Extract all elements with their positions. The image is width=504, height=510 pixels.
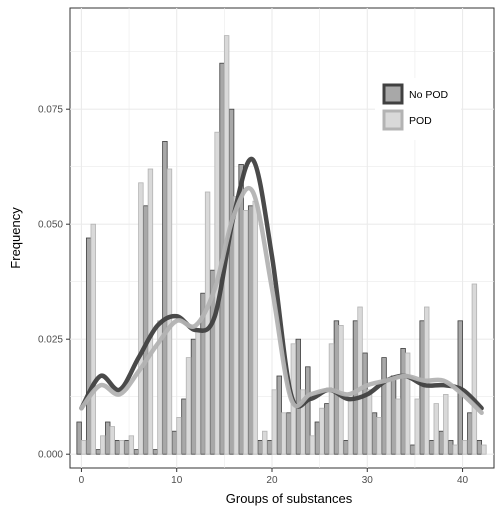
bar-no-pod (124, 439, 130, 455)
y-tick-label: 0.000 (38, 450, 63, 461)
bar-pod (90, 223, 96, 455)
bar-pod (100, 435, 106, 455)
bar-no-pod (295, 338, 301, 455)
bar-pod (262, 430, 268, 455)
bar-pod (176, 416, 182, 455)
bar-pod (404, 352, 411, 455)
y-tick-label: 0.050 (38, 220, 63, 231)
x-tick-label: 0 (79, 475, 85, 486)
bar-pod (281, 412, 287, 455)
histogram-bars (76, 35, 487, 455)
bar-no-pod (286, 412, 292, 455)
density-curve-pod (79, 185, 484, 416)
bar-pod (357, 306, 363, 455)
bar-pod (471, 283, 478, 455)
bar-no-pod (276, 375, 282, 455)
bar-no-pod (238, 163, 244, 455)
bar-pod (147, 168, 154, 455)
bar-no-pod (362, 352, 368, 455)
bar-pod (128, 435, 135, 455)
bar-no-pod (247, 205, 254, 455)
bar-no-pod (162, 140, 168, 455)
y-axis-title: Frequency (8, 207, 23, 269)
bar-pod (328, 343, 335, 455)
legend-key-no-pod (382, 83, 404, 105)
bar-no-pod (143, 205, 149, 455)
bar-pod (433, 403, 439, 455)
x-tick-label: 40 (457, 475, 469, 486)
bar-no-pod (428, 439, 435, 455)
bar-no-pod (400, 347, 406, 455)
bar-no-pod (267, 439, 273, 455)
legend: No POD POD (375, 78, 461, 140)
bar-no-pod (352, 320, 359, 455)
bar-pod (204, 191, 211, 455)
x-tick-label: 30 (362, 475, 374, 486)
bar-pod (319, 407, 325, 455)
bar-pod (347, 398, 354, 455)
bar-no-pod (371, 412, 378, 455)
y-tick-label: 0.075 (38, 105, 63, 116)
bar-pod (119, 439, 125, 455)
bar-pod (338, 324, 344, 455)
plot-panel (69, 7, 495, 469)
bar-pod (300, 389, 306, 455)
bar-no-pod (390, 375, 397, 455)
bar-no-pod (257, 439, 263, 455)
bar-no-pod (324, 403, 330, 455)
bar-pod (185, 357, 192, 455)
bar-no-pod (105, 421, 111, 455)
legend-key-pod (382, 109, 404, 131)
axis-ticks: 0 10 20 30 40 0.000 0.025 0.050 0.075 (38, 105, 469, 486)
bar-no-pod (305, 366, 311, 455)
density-curves (79, 156, 484, 416)
bar-no-pod (190, 338, 197, 455)
bar-pod (109, 426, 115, 455)
y-tick-label: 0.025 (38, 335, 63, 346)
bar-no-pod (333, 320, 340, 455)
bar-no-pod (152, 449, 159, 455)
bar-no-pod (133, 449, 140, 455)
bar-pod (452, 444, 459, 455)
bar-no-pod (409, 444, 416, 455)
x-tick-label: 20 (266, 475, 278, 486)
bar-pod (481, 444, 487, 455)
bar-pod (252, 200, 258, 455)
bar-pod (385, 380, 392, 455)
bar-no-pod (314, 421, 321, 455)
legend-label-pod: POD (409, 115, 432, 127)
bar-no-pod (85, 237, 92, 455)
bar-pod (443, 393, 449, 455)
bar-no-pod (343, 439, 349, 455)
bar-no-pod (95, 449, 101, 455)
bar-pod (366, 389, 373, 455)
x-tick-label: 10 (171, 475, 183, 486)
bar-pod (271, 389, 277, 455)
bar-pod (395, 398, 401, 455)
bar-no-pod (76, 421, 82, 455)
bar-no-pod (448, 439, 454, 455)
bar-no-pod (467, 412, 473, 455)
bar-pod (243, 209, 249, 455)
bar-no-pod (419, 320, 425, 455)
bar-no-pod (228, 108, 235, 455)
bar-no-pod (438, 430, 444, 455)
bar-no-pod (381, 357, 387, 455)
bar-pod (376, 416, 382, 455)
bar-pod (81, 439, 87, 455)
bar-pod (138, 182, 144, 455)
bar-no-pod (114, 439, 120, 455)
bar-pod (462, 439, 468, 455)
bar-pod (166, 168, 173, 455)
bar-no-pod (181, 398, 187, 455)
bar-pod (195, 329, 201, 455)
legend-label-no-pod: No POD (409, 89, 449, 101)
bar-no-pod (171, 430, 178, 455)
bar-pod (233, 196, 239, 455)
bar-no-pod (476, 439, 483, 455)
bar-pod (309, 435, 316, 455)
x-axis-title: Groups of substances (226, 491, 353, 506)
bar-pod (414, 398, 420, 455)
